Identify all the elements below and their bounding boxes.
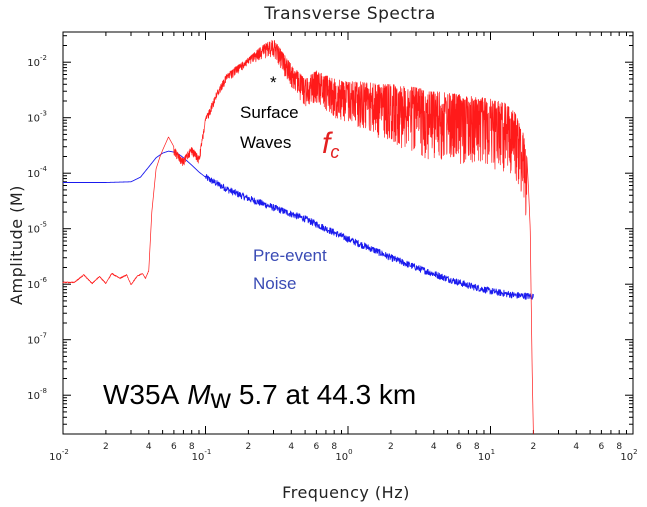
x-minor-tick-label: 8 xyxy=(331,442,337,452)
pre-event-noise-label-line1: Pre-event xyxy=(253,246,327,265)
x-tick-exponent: -1 xyxy=(204,448,211,456)
event-label: W35A Mw 5.7 at 44.3 km xyxy=(103,379,416,414)
y-tick-exponent: -6 xyxy=(40,276,48,284)
y-tick-exponent: -2 xyxy=(40,54,47,62)
y-tick-base: 10 xyxy=(27,114,40,125)
x-minor-tick-label: 2 xyxy=(103,442,109,452)
y-tick-base: 10 xyxy=(27,58,40,69)
x-tick-base: 10 xyxy=(49,452,62,463)
x-tick-exponent: 2 xyxy=(633,448,637,456)
series-group xyxy=(62,39,534,435)
x-tick-label: 10-1 xyxy=(192,448,212,463)
x-minor-tick-label: 2 xyxy=(531,442,537,452)
x-minor-tick-label: 4 xyxy=(288,442,294,452)
chart-title: Transverse Spectra xyxy=(263,4,436,24)
surface-waves-label-line1: Surface xyxy=(240,103,299,122)
y-tick-exponent: -5 xyxy=(40,221,47,229)
y-tick-base: 10 xyxy=(27,225,40,236)
surface-waves-label-line2: Waves xyxy=(240,133,291,152)
y-tick-base: 10 xyxy=(27,391,40,402)
pre-event-noise-label-line2: Noise xyxy=(253,274,296,293)
x-tick-label: 10-2 xyxy=(49,448,69,463)
annotations: * Surface Waves fc Pre-event Noise W35A M… xyxy=(103,73,416,414)
x-tick-base: 10 xyxy=(335,452,348,463)
x-tick-base: 10 xyxy=(192,452,205,463)
y-tick-exponent: -7 xyxy=(40,332,47,340)
y-tick-label: 10-4 xyxy=(27,165,47,180)
x-tick-base: 10 xyxy=(478,452,491,463)
series-line-pre-event-noise xyxy=(62,150,534,300)
x-minor-tick-label: 6 xyxy=(456,442,462,452)
y-tick-exponent: -8 xyxy=(40,387,47,395)
event-details: 5.7 at 44.3 km xyxy=(239,379,416,410)
x-minor-tick-label: 6 xyxy=(171,442,177,452)
x-minor-tick-label: 4 xyxy=(146,442,152,452)
x-minor-tick-label: 6 xyxy=(314,442,320,452)
x-minor-tick-label: 8 xyxy=(189,442,195,452)
x-tick-exponent: -2 xyxy=(62,448,69,456)
event-magnitude-symbol: M xyxy=(187,379,211,410)
x-tick-exponent: 1 xyxy=(491,448,495,456)
axis-ticks xyxy=(62,32,634,435)
y-tick-label: 10-3 xyxy=(27,110,47,125)
y-tick-label: 10-6 xyxy=(27,276,47,291)
y-tick-exponent: -4 xyxy=(40,165,48,173)
y-tick-base: 10 xyxy=(27,169,40,180)
x-minor-tick-label: 4 xyxy=(431,442,437,452)
y-tick-exponent: -3 xyxy=(40,110,47,118)
y-tick-label: 10-8 xyxy=(27,387,47,402)
x-tick-base: 10 xyxy=(620,452,633,463)
x-axis-label: Frequency (Hz) xyxy=(282,483,410,502)
surface-waves-asterisk: * xyxy=(270,73,277,92)
x-minor-tick-label: 2 xyxy=(246,442,252,452)
corner-frequency-subscript: c xyxy=(330,142,339,162)
x-tick-label: 100 xyxy=(335,448,352,463)
y-tick-base: 10 xyxy=(27,280,40,291)
corner-frequency-label: fc xyxy=(322,127,339,162)
x-tick-label: 102 xyxy=(620,448,637,463)
x-tick-exponent: 0 xyxy=(348,448,352,456)
x-minor-tick-label: 2 xyxy=(388,442,394,452)
x-tick-label: 101 xyxy=(478,448,495,463)
event-magnitude-subscript: w xyxy=(210,383,232,414)
y-tick-base: 10 xyxy=(27,336,40,347)
corner-frequency-symbol: f xyxy=(322,127,333,160)
y-tick-label: 10-2 xyxy=(27,54,47,69)
x-minor-tick-label: 8 xyxy=(474,442,480,452)
y-axis-label: Amplitude (M) xyxy=(7,185,26,305)
x-minor-tick-label: 8 xyxy=(616,442,622,452)
event-station: W35A xyxy=(103,379,180,410)
x-minor-tick-label: 4 xyxy=(573,442,579,452)
y-tick-label: 10-5 xyxy=(27,221,47,236)
series-line-transverse-spectrum xyxy=(62,39,534,435)
x-minor-tick-label: 6 xyxy=(599,442,605,452)
y-tick-label: 10-7 xyxy=(27,332,47,347)
